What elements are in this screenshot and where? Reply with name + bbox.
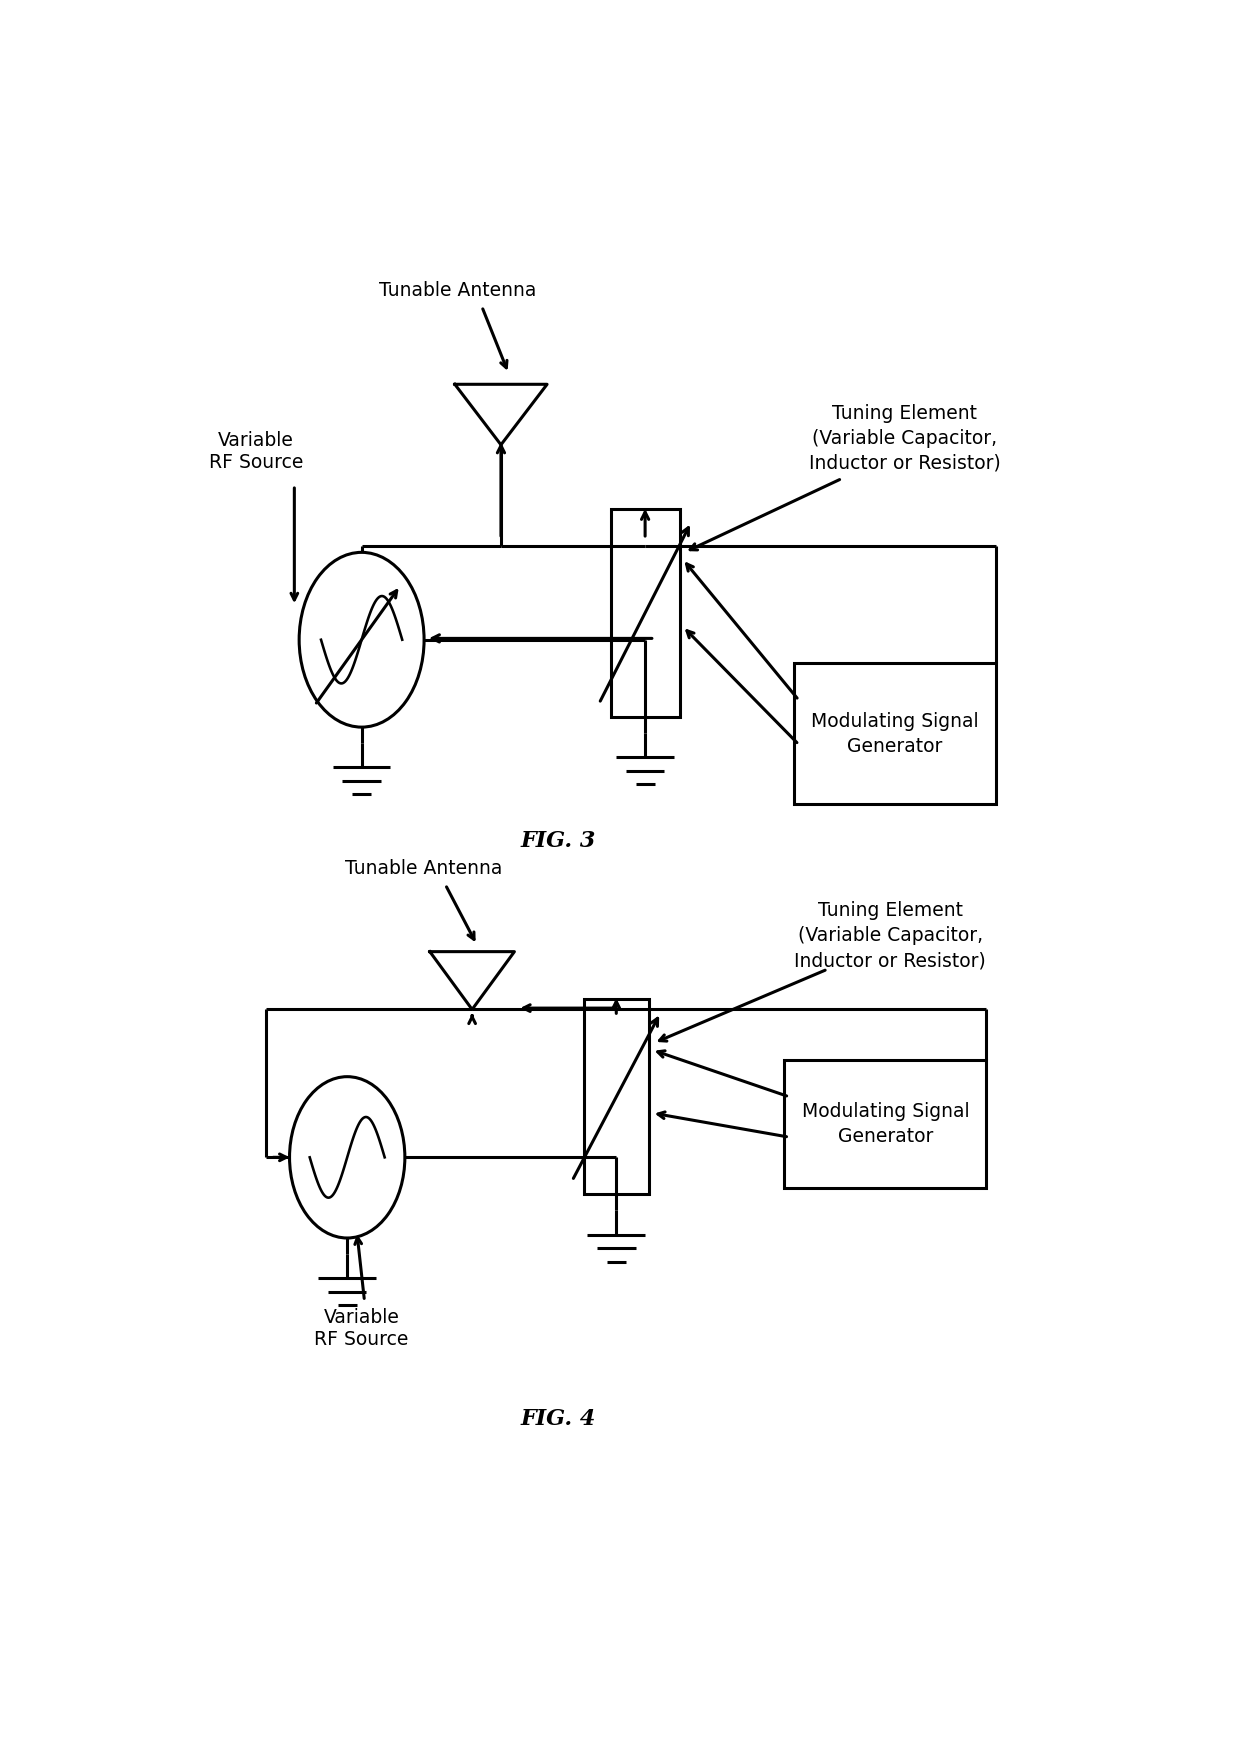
Text: Tuning Element
(Variable Capacitor,
Inductor or Resistor): Tuning Element (Variable Capacitor, Indu… [795,901,986,971]
Text: Modulating Signal
Generator: Modulating Signal Generator [801,1102,970,1145]
Text: Variable
RF Source: Variable RF Source [208,431,303,471]
Text: Tuning Element
(Variable Capacitor,
Inductor or Resistor): Tuning Element (Variable Capacitor, Indu… [808,403,1001,473]
Bar [785,1060,986,1187]
Bar [584,999,649,1194]
Text: FIG. 3: FIG. 3 [521,831,596,852]
Text: Variable
RF Source: Variable RF Source [315,1308,409,1348]
Text: FIG. 4: FIG. 4 [521,1409,596,1430]
Bar [610,508,680,718]
Text: Tunable Antenna: Tunable Antenna [346,859,502,878]
Text: Tunable Antenna: Tunable Antenna [379,281,537,300]
Bar [794,663,996,805]
Text: Modulating Signal
Generator: Modulating Signal Generator [811,712,978,756]
